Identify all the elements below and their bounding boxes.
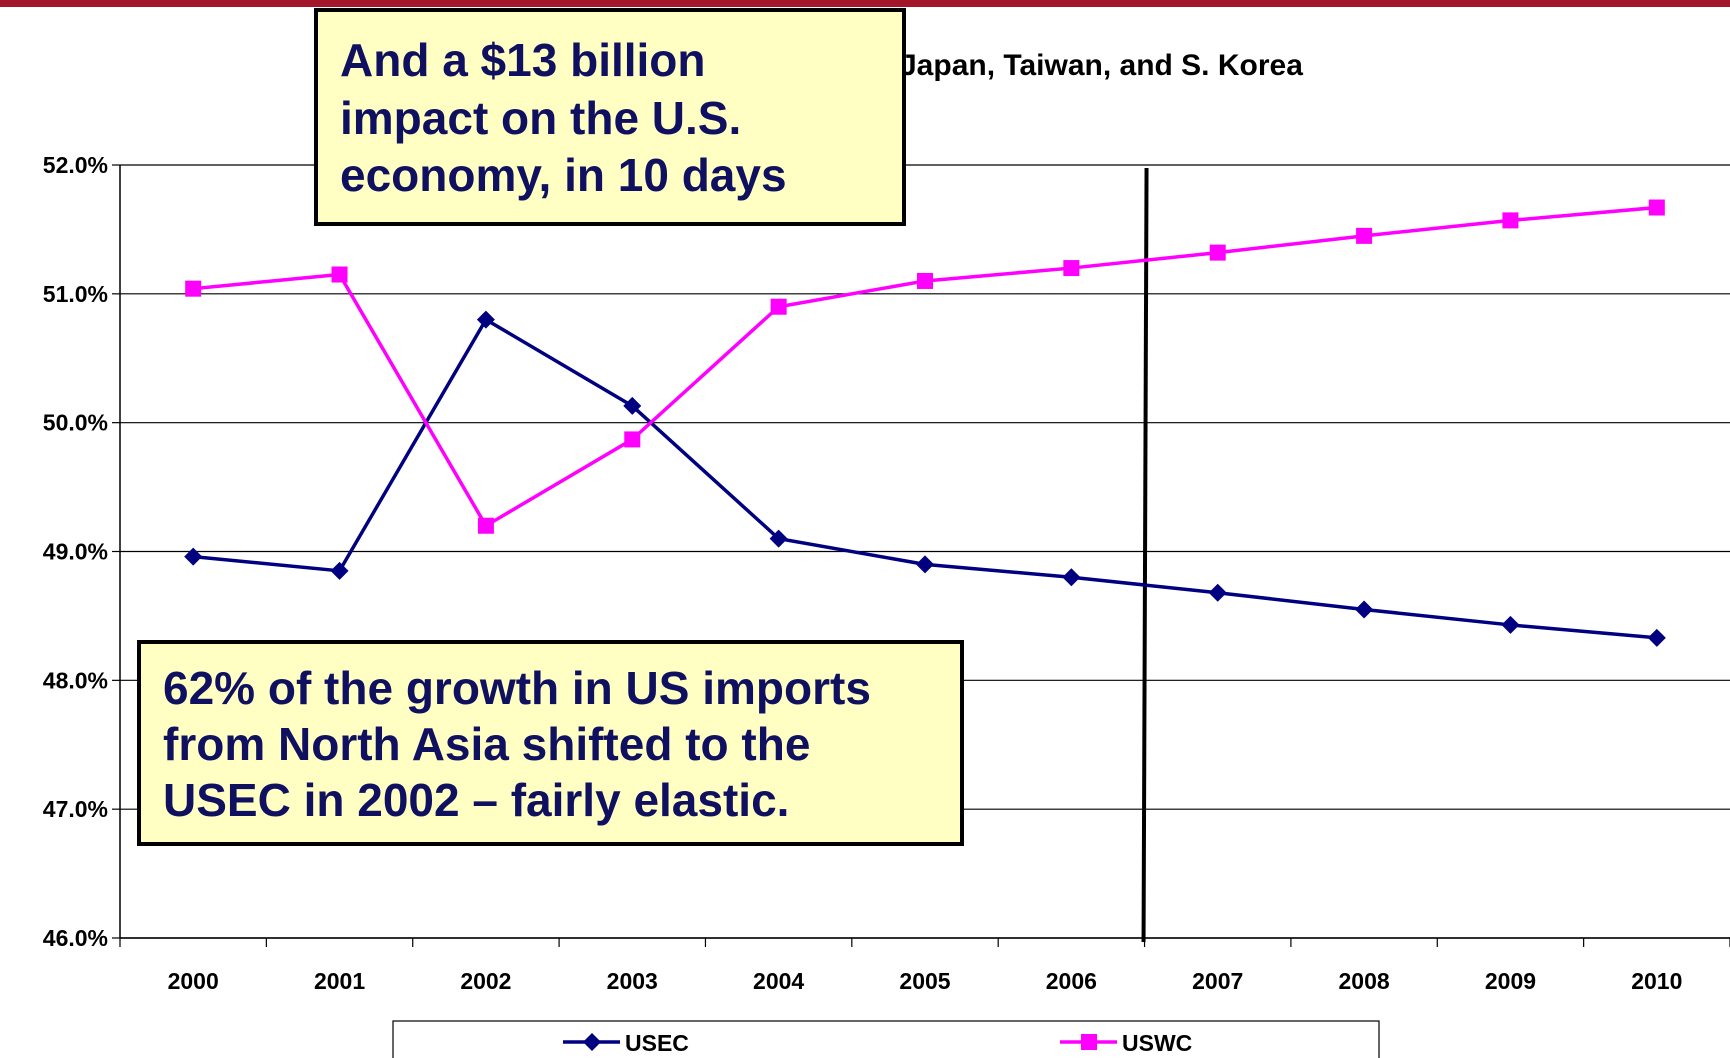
- x-tick-label: 2005: [899, 968, 950, 994]
- legend-label-uswc: USWC: [1122, 1030, 1192, 1056]
- series-layer: [184, 199, 1666, 647]
- point-uswc: [1648, 199, 1665, 216]
- point-usec: [1355, 600, 1374, 619]
- point-uswc: [477, 517, 494, 534]
- bottom-callout-line-1: 62% of the growth in US imports: [163, 662, 871, 714]
- x-tick-label: 2010: [1631, 968, 1682, 994]
- legend-box: [392, 1020, 1380, 1058]
- x-tick-label: 2004: [753, 968, 804, 994]
- point-usec: [623, 396, 642, 415]
- point-usec: [769, 529, 788, 548]
- point-uswc: [1502, 212, 1519, 229]
- y-tick-label: 49.0%: [43, 539, 108, 565]
- vertical-divider-line: [1141, 167, 1149, 943]
- x-tick-label: 2009: [1485, 968, 1536, 994]
- y-tick-label: 50.0%: [43, 410, 108, 436]
- top-callout-box: And a $13 billion impact on the U.S. eco…: [314, 8, 906, 226]
- series-line-uswc: [193, 205, 1657, 529]
- x-tick-label: 2006: [1046, 968, 1097, 994]
- vertical-marker: [1141, 167, 1149, 943]
- point-usec: [916, 555, 934, 574]
- x-tick-label: 2001: [314, 968, 365, 994]
- top-accent-bar: [0, 0, 1730, 7]
- y-tick-label: 52.0%: [43, 152, 108, 178]
- legend: USEC USWC: [392, 1020, 1380, 1058]
- point-uswc: [624, 431, 641, 448]
- point-usec: [1208, 583, 1227, 602]
- x-tick-label: 2008: [1339, 968, 1390, 994]
- point-uswc: [1063, 260, 1080, 277]
- legend-marker-uswc: [1081, 1034, 1097, 1050]
- bottom-callout-line-2: from North Asia shifted to the: [163, 718, 811, 771]
- point-usec: [1501, 615, 1520, 634]
- y-tick-label: 48.0%: [43, 667, 108, 693]
- x-tick-label: 2002: [460, 968, 511, 994]
- point-usec: [1647, 628, 1666, 647]
- y-tick-label: 47.0%: [43, 796, 108, 822]
- point-uswc: [770, 298, 787, 315]
- y-tick-label: 46.0%: [43, 925, 108, 951]
- point-uswc: [917, 272, 933, 289]
- x-tick-label: 2007: [1192, 968, 1243, 994]
- point-usec: [184, 547, 203, 566]
- y-tick-label: 51.0%: [43, 281, 108, 307]
- point-uswc: [331, 266, 348, 283]
- top-callout-line-1: And a $13 billion: [340, 34, 706, 86]
- point-uswc: [1209, 244, 1226, 261]
- point-usec: [330, 561, 349, 580]
- point-uswc: [1356, 227, 1373, 244]
- bottom-callout-box: 62% of the growth in US imports from Nor…: [137, 640, 964, 846]
- bottom-callout-line-3: USEC in 2002 – fairly elastic.: [163, 774, 790, 827]
- axes: 46.0% 47.0% 48.0% 49.0% 50.0% 51.0% 52.0% 2000 2…: [43, 152, 1730, 994]
- legend-label-usec: USEC: [625, 1030, 689, 1056]
- point-usec: [1062, 568, 1081, 587]
- x-tick-label: 2003: [607, 968, 658, 994]
- x-tick-label: 2000: [168, 968, 219, 994]
- top-callout-line-2: impact on the U.S.: [340, 91, 742, 144]
- top-callout-line-3: economy, in 10 days: [340, 149, 787, 201]
- legend-marker-usec: [583, 1033, 601, 1051]
- point-uswc: [185, 280, 202, 297]
- point-usec: [476, 310, 495, 329]
- series-line-usec: [193, 317, 1657, 640]
- chart-title: Japan, Taiwan, and S. Korea: [900, 49, 1303, 82]
